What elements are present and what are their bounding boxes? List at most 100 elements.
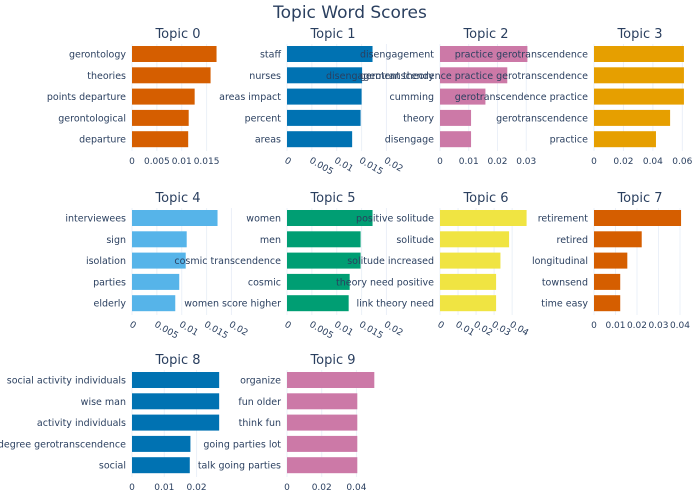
tick-label: 0: [591, 321, 597, 331]
subplot-title: Topic 0: [154, 27, 200, 42]
category-label: departure: [79, 135, 126, 146]
tick-label: 0: [591, 157, 597, 167]
tick-label: 0.06: [672, 157, 692, 167]
bar: [287, 435, 358, 452]
category-label: isolation: [86, 256, 126, 267]
bar: [440, 231, 510, 248]
category-label: percent: [245, 113, 282, 124]
subplot-title: Topic 1: [309, 27, 355, 42]
category-label: positive solitude: [356, 214, 434, 225]
tick-label: 0: [284, 483, 290, 491]
category-label: interviewees: [65, 214, 126, 225]
tick-label: 0.03: [490, 320, 512, 339]
category-label: disengage: [385, 135, 434, 146]
bar: [132, 393, 220, 410]
category-label: points departure: [47, 92, 126, 103]
category-label: retirement: [538, 214, 589, 225]
tick-label: 0: [283, 320, 293, 332]
tick-label: 0.03: [516, 157, 536, 167]
bar: [594, 67, 684, 84]
subplot-topic-4: Topic 4 interviewees sign isolation parties e…: [65, 191, 249, 341]
bar: [287, 414, 358, 431]
tick-label: 0.005: [307, 156, 334, 178]
bar: [287, 88, 362, 105]
category-label: townsend: [542, 277, 588, 288]
tick-label: 0.005: [144, 157, 170, 167]
category-label: wise man: [81, 397, 126, 408]
bar: [132, 67, 211, 84]
category-label: going parties lot: [203, 439, 281, 450]
bar: [594, 273, 621, 290]
category-label: areas impact: [219, 92, 281, 103]
bar: [132, 295, 176, 312]
tick-label: 0.015: [202, 320, 229, 342]
tick-label: 0.02: [382, 320, 404, 339]
bar: [132, 210, 218, 226]
tick-label: 0.015: [357, 320, 384, 342]
bar: [132, 231, 187, 248]
tick-label: 0: [129, 157, 135, 167]
tick-label: 0.01: [172, 157, 192, 167]
bar: [287, 457, 358, 474]
tick-label: 0.02: [382, 156, 404, 175]
category-label: theory need positive: [336, 277, 434, 288]
tick-label: 0.01: [459, 157, 479, 167]
bar: [287, 67, 363, 84]
tick-label: 0: [436, 320, 446, 332]
bar: [287, 393, 358, 410]
category-label: gerotranscendence practice gerotranscend…: [360, 71, 588, 82]
category-label: nurses: [249, 71, 281, 82]
category-label: practice: [550, 135, 589, 146]
bar: [287, 231, 361, 248]
tick-label: 0.04: [346, 483, 366, 491]
category-label: fun older: [238, 397, 281, 408]
category-label: gerotranscendence practice: [455, 92, 588, 103]
bar: [594, 231, 642, 248]
bar: [287, 252, 361, 269]
tick-label: 0.005: [152, 320, 179, 342]
category-label: think fun: [239, 418, 281, 429]
chart-title: Topic Word Scores: [272, 3, 427, 23]
subplot-panels: Topic 0 gerontology theories points departu…: [0, 27, 693, 491]
subplot-topic-3: Topic 3 practice gerotranscendence gerotra…: [360, 27, 693, 167]
bar: [132, 109, 189, 126]
subplot-topic-2: Topic 2 disengagement disengagement theory…: [326, 27, 536, 167]
category-label: solitude increased: [347, 256, 434, 267]
tick-label: 0: [128, 320, 138, 332]
bar: [287, 372, 375, 388]
bar: [287, 273, 350, 290]
tick-label: 0.01: [332, 156, 354, 175]
bar: [287, 210, 373, 226]
category-label: gerontological: [58, 113, 126, 124]
bar: [132, 414, 220, 431]
tick-label: 0.02: [613, 157, 633, 167]
category-label: social: [99, 461, 126, 472]
category-label: longitudinal: [532, 256, 588, 267]
tick-label: 0.02: [312, 483, 332, 491]
category-label: areas: [255, 135, 281, 146]
bar: [132, 46, 217, 62]
tick-label: 0.04: [670, 321, 690, 331]
bar: [287, 46, 373, 62]
category-label: cumming: [390, 92, 434, 103]
subplot-topic-8: Topic 8 social activity individuals wise m…: [0, 353, 220, 491]
tick-label: 0.02: [187, 483, 207, 491]
bar: [594, 252, 628, 269]
subplot-title: Topic 2: [462, 27, 508, 42]
subplot-title: Topic 9: [309, 353, 355, 368]
tick-label: 0.01: [605, 321, 625, 331]
tick-label: 0.02: [227, 320, 249, 339]
category-label: solitude: [396, 235, 434, 246]
bar: [132, 252, 186, 269]
tick-label: 0.015: [357, 156, 384, 178]
subplot-title: Topic 3: [616, 27, 662, 42]
tick-label: 0.015: [194, 157, 220, 167]
category-label: activity individuals: [37, 418, 126, 429]
bar: [132, 457, 190, 474]
category-label: disengagement theory: [326, 71, 434, 82]
category-label: degree gerotranscendence: [0, 439, 126, 450]
bar: [440, 210, 527, 226]
tick-label: 0.04: [508, 320, 531, 339]
